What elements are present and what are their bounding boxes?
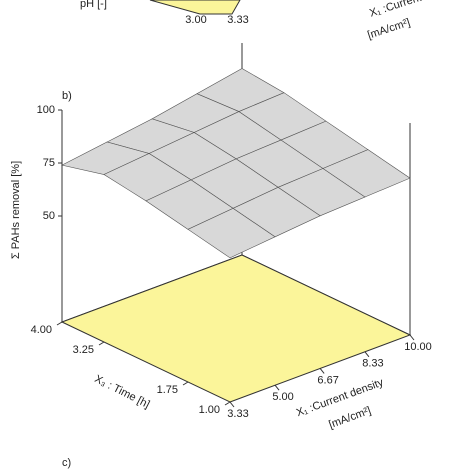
top-floor-fragment	[149, 0, 241, 15]
top-label: 3.00	[185, 14, 206, 26]
z-axis-label: Σ PAHs removal [%]	[10, 161, 22, 259]
x-axis-label: X₁ :Current density	[295, 376, 386, 419]
top-label: X₁ :Current	[368, 0, 423, 20]
panel-label: b)	[62, 90, 72, 102]
top-label: [mA/cm²]	[366, 17, 412, 42]
floor	[60, 254, 412, 403]
x-tick	[319, 368, 325, 374]
y-tick	[224, 401, 231, 406]
z-tick-label: 50	[43, 210, 55, 222]
x-tick	[229, 401, 235, 408]
surface-patch	[187, 208, 276, 259]
x-tick	[274, 384, 280, 391]
y-axis-label: X₃ : Time [h]	[93, 373, 152, 411]
y-tick-label: 4.00	[31, 324, 52, 336]
x-axis-label: [mA/cm²]	[327, 405, 372, 431]
top-label: pH [-]	[80, 0, 107, 10]
z-tick-label: 100	[37, 104, 55, 116]
y-tick	[182, 381, 189, 386]
y-tick-label: 1.00	[199, 404, 220, 416]
x-tick-label: 10.00	[404, 341, 432, 353]
x-tick-label: 6.67	[317, 374, 338, 386]
panel-label: c)	[62, 457, 71, 469]
z-tick-label: 75	[43, 157, 55, 169]
x-tick-label: 5.00	[272, 391, 293, 403]
x-tick-label: 8.33	[362, 358, 383, 370]
y-tick-label: 3.25	[73, 344, 94, 356]
y-tick	[56, 321, 63, 326]
x-tick	[409, 334, 415, 341]
y-tick-label: 1.75	[157, 384, 178, 396]
y-tick	[98, 341, 105, 346]
x-tick-label: 3.33	[227, 408, 248, 420]
x-tick	[364, 351, 370, 358]
top-label: 3.33	[227, 14, 248, 26]
